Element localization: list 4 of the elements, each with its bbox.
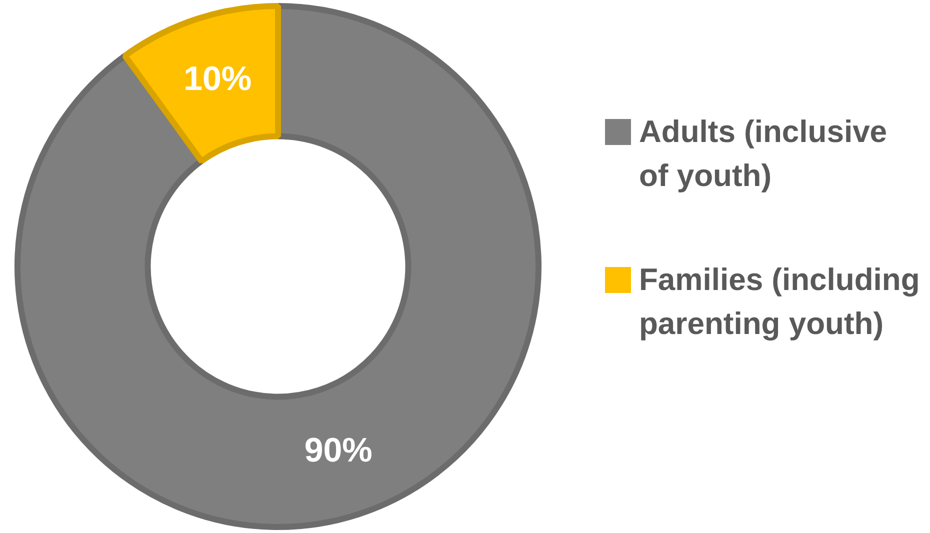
legend-label: Adults (inclusive of youth) — [639, 113, 888, 195]
legend-label: Families (including parenting youth) — [639, 261, 921, 343]
data-label: 90% — [304, 432, 372, 470]
data-label: 10% — [184, 60, 252, 98]
